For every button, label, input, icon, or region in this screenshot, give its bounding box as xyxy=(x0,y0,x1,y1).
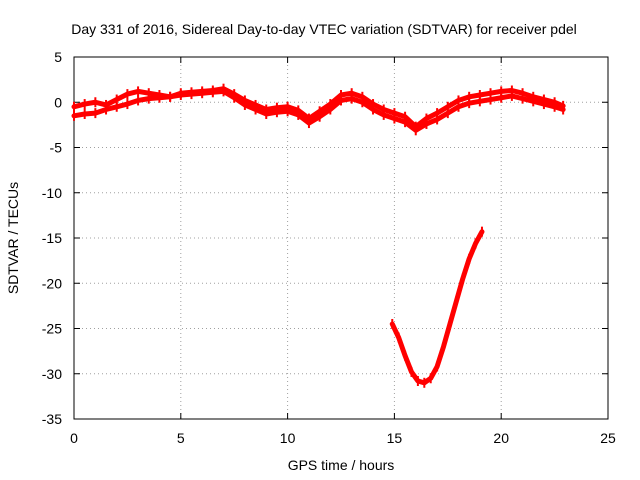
y-tick-label: -5 xyxy=(50,140,63,156)
x-tick-label: 10 xyxy=(280,430,296,446)
y-tick-labels: 5 0 -5 -10 -15 -20 -25 -30 -35 xyxy=(42,49,62,427)
y-tick-label: -35 xyxy=(42,411,62,427)
series-lower-trace xyxy=(71,86,566,136)
y-tick-label: -25 xyxy=(42,321,62,337)
data-series xyxy=(71,83,566,388)
series-upper-trace xyxy=(71,83,566,132)
y-tick-label: -30 xyxy=(42,366,62,382)
x-tick-label: 15 xyxy=(387,430,403,446)
x-tick-label: 25 xyxy=(600,430,616,446)
x-tick-labels: 0 5 10 15 20 25 xyxy=(70,430,616,446)
x-tick-label: 20 xyxy=(493,430,509,446)
x-tick-label: 5 xyxy=(177,430,185,446)
x-tick-label: 0 xyxy=(70,430,78,446)
y-axis-label: SDTVAR / TECUs xyxy=(5,182,21,294)
x-axis-label: GPS time / hours xyxy=(288,457,395,473)
series-dip-arc xyxy=(389,226,485,388)
y-tick-label: 5 xyxy=(54,49,62,65)
grid-lines xyxy=(74,57,608,419)
y-tick-label: -10 xyxy=(42,185,62,201)
y-tick-label: -20 xyxy=(42,275,62,291)
y-tick-label: 0 xyxy=(54,94,62,110)
chart-title: Day 331 of 2016, Sidereal Day-to-day VTE… xyxy=(71,21,577,37)
y-tick-label: -15 xyxy=(42,230,62,246)
